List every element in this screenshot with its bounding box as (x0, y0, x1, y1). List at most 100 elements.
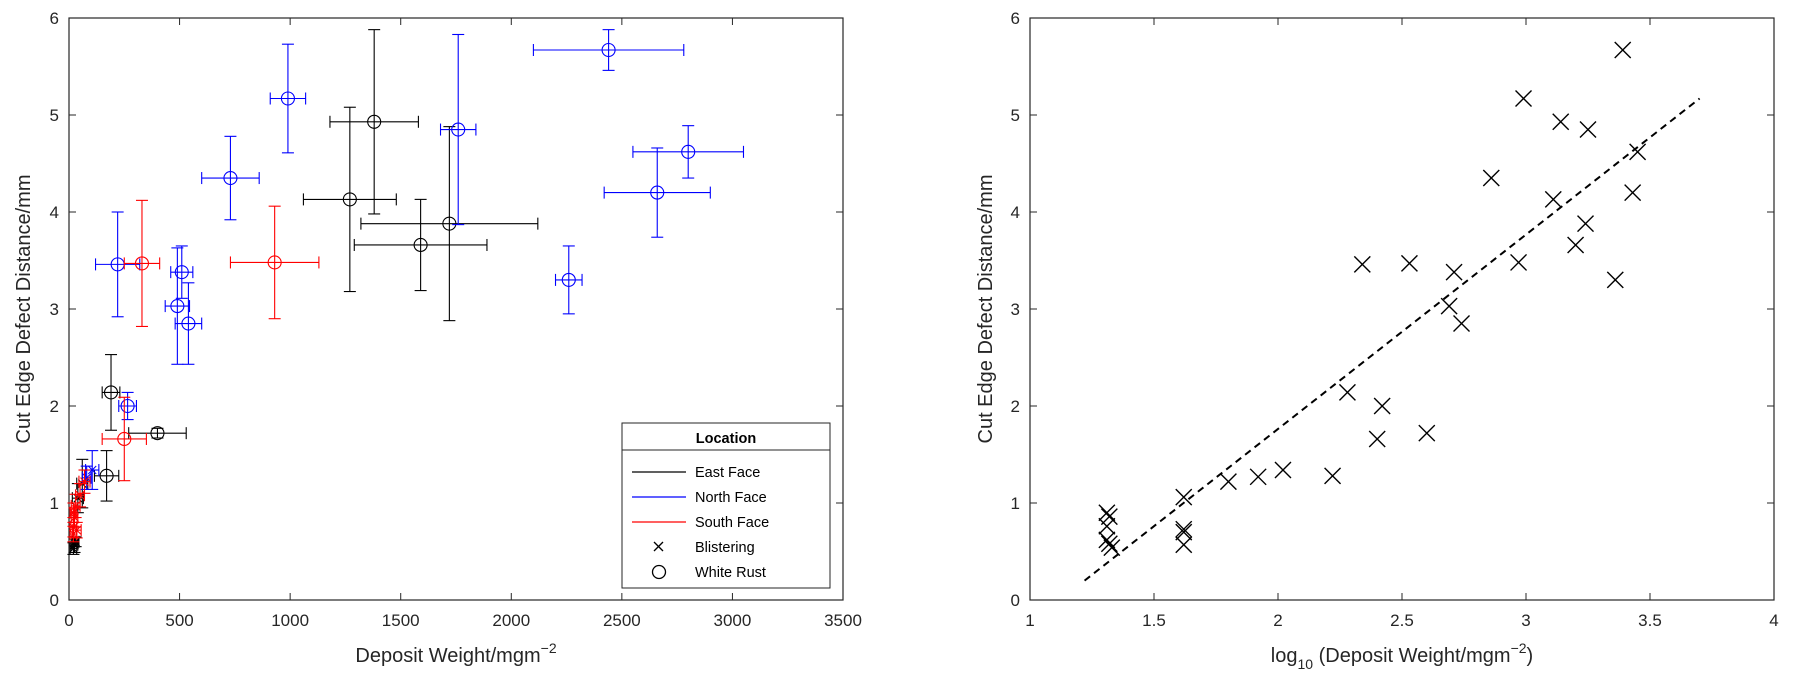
data-point (1100, 508, 1118, 526)
legend-blistering-marker (653, 541, 664, 552)
white-rust-marker (181, 316, 196, 331)
chart2-xtick-label: 1.5 (1142, 611, 1166, 630)
white-rust-marker (413, 237, 428, 253)
x-marker-stroke (1579, 121, 1597, 139)
data-point (1219, 473, 1237, 491)
chart1-xlabel-sup: −2 (541, 640, 557, 656)
data-point (1100, 535, 1118, 553)
data-point (360, 126, 539, 322)
data-point (1482, 169, 1500, 187)
white-rust-marker (280, 91, 295, 106)
x-marker-stroke (1510, 253, 1528, 271)
chart2-xtick-label: 2.5 (1390, 611, 1414, 630)
data-point (1567, 236, 1585, 254)
legend-blistering-text: Blistering (695, 540, 755, 556)
white-rust-marker (174, 265, 189, 280)
x-marker-stroke (1567, 236, 1585, 254)
x-marker-stroke (1614, 41, 1632, 59)
data-point (439, 33, 477, 226)
data-point (554, 245, 583, 315)
chart2-xtick-label: 1 (1025, 611, 1034, 630)
chart2-ytick-label: 6 (1011, 9, 1020, 28)
chart2-xlabel-sub: 10 (1298, 656, 1314, 672)
chart2-marks (1083, 41, 1701, 582)
data-point (1274, 461, 1292, 479)
chart1-xtick-label: 500 (165, 611, 193, 630)
chart1-ticks: 0 500 1000 1500 2000 2500 3000 3500 0 1 2 3 4 5 6 (50, 9, 862, 630)
white-rust-marker (451, 122, 466, 137)
x-marker-stroke (1368, 430, 1386, 448)
x-marker-stroke (1482, 169, 1500, 187)
data-point (329, 29, 419, 215)
chart2-plot-area (1029, 17, 1775, 601)
data-point (1629, 143, 1647, 161)
data-point (101, 396, 147, 482)
chart1-ytick-label: 2 (50, 397, 59, 416)
x-marker-stroke (1098, 517, 1116, 535)
x-marker-stroke (1100, 508, 1118, 526)
x-marker-stroke (1606, 271, 1624, 289)
data-point (1453, 315, 1471, 333)
blistering-marker-stroke (75, 490, 85, 500)
blistering-marker-stroke (80, 477, 89, 487)
chart1-ytick-label: 6 (50, 9, 59, 28)
x-marker-stroke (1544, 190, 1562, 208)
x-marker-stroke (1453, 315, 1471, 333)
data-point (1103, 539, 1121, 557)
data-point (164, 247, 191, 365)
chart1-xtick-label: 1000 (271, 611, 309, 630)
data-point (1175, 523, 1193, 541)
x-marker-stroke (1373, 397, 1391, 415)
chart2-xtick-label: 3.5 (1638, 611, 1662, 630)
chart1-ytick-label: 0 (50, 591, 59, 610)
data-point (1098, 531, 1116, 549)
data-point (1510, 253, 1528, 271)
chart2-ytick-label: 2 (1011, 397, 1020, 416)
data-point (1418, 424, 1436, 442)
white-rust-marker (561, 272, 576, 287)
data-point (1175, 520, 1193, 538)
data-point (1440, 297, 1458, 315)
data-point (1373, 397, 1391, 415)
data-point (174, 282, 203, 365)
fit-line (1083, 97, 1701, 582)
data-point (1175, 488, 1193, 506)
legend-east-text: East Face (695, 465, 760, 481)
x-marker-stroke (1624, 184, 1642, 202)
data-point (170, 245, 194, 299)
x-marker-stroke (1098, 531, 1116, 549)
x-marker-stroke (1175, 523, 1193, 541)
x-marker-stroke (1440, 297, 1458, 315)
x-marker-stroke (1175, 536, 1193, 554)
x-marker-stroke (1175, 488, 1193, 506)
data-point (201, 135, 260, 221)
chart1-xtick-label: 0 (64, 611, 73, 630)
data-point (1338, 383, 1356, 401)
chart1-ytick-label: 1 (50, 494, 59, 513)
x-marker-stroke (1100, 535, 1118, 553)
white-rust-marker (681, 144, 696, 159)
x-marker-stroke (1249, 468, 1267, 486)
x-marker-stroke (1175, 520, 1193, 538)
chart1-xtick-label: 2500 (603, 611, 641, 630)
white-rust-marker (367, 114, 382, 129)
data-point (1624, 184, 1642, 202)
white-rust-marker (120, 398, 135, 414)
data-point (1614, 41, 1632, 59)
data-point (128, 426, 187, 441)
chart1-xtick-label: 1500 (382, 611, 420, 630)
data-point (67, 525, 80, 543)
x-marker-stroke (1445, 263, 1463, 281)
chart1-ytick-label: 5 (50, 106, 59, 125)
white-rust-marker (170, 299, 185, 314)
data-point (269, 43, 307, 154)
white-rust-marker (650, 185, 665, 200)
chart1-xtick-label: 3500 (824, 611, 862, 630)
x-marker-stroke (1577, 215, 1595, 233)
data-point (1368, 430, 1386, 448)
data-point (1175, 536, 1193, 554)
white-rust-marker (134, 256, 150, 271)
legend-whiterust-marker (651, 564, 667, 580)
chart1-xlabel-main: Deposit Weight/mgm (355, 645, 540, 667)
